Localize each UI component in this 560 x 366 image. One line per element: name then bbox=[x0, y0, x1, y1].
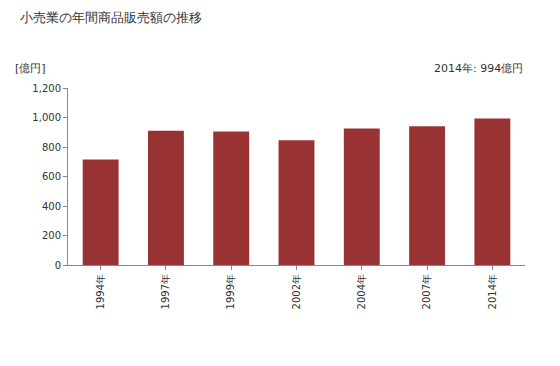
svg-text:1994年: 1994年 bbox=[95, 274, 106, 309]
svg-text:1997年: 1997年 bbox=[160, 274, 171, 309]
svg-text:200: 200 bbox=[42, 230, 61, 241]
svg-text:600: 600 bbox=[42, 171, 61, 182]
svg-text:400: 400 bbox=[42, 201, 61, 212]
svg-text:小売業の年間商品販売額の推移: 小売業の年間商品販売額の推移 bbox=[20, 10, 202, 25]
svg-text:800: 800 bbox=[42, 142, 61, 153]
svg-text:0: 0 bbox=[55, 260, 61, 271]
svg-text:1,200: 1,200 bbox=[32, 83, 61, 94]
svg-text:2002年: 2002年 bbox=[291, 274, 302, 309]
svg-text:2014年: 994億円: 2014年: 994億円 bbox=[434, 62, 523, 75]
svg-text:2004年: 2004年 bbox=[356, 274, 367, 309]
svg-text:2014年: 2014年 bbox=[487, 274, 498, 309]
svg-text:[億円]: [億円] bbox=[15, 62, 46, 75]
svg-text:2007年: 2007年 bbox=[421, 274, 432, 309]
svg-text:1999年: 1999年 bbox=[225, 274, 236, 309]
svg-text:1,000: 1,000 bbox=[32, 112, 61, 123]
